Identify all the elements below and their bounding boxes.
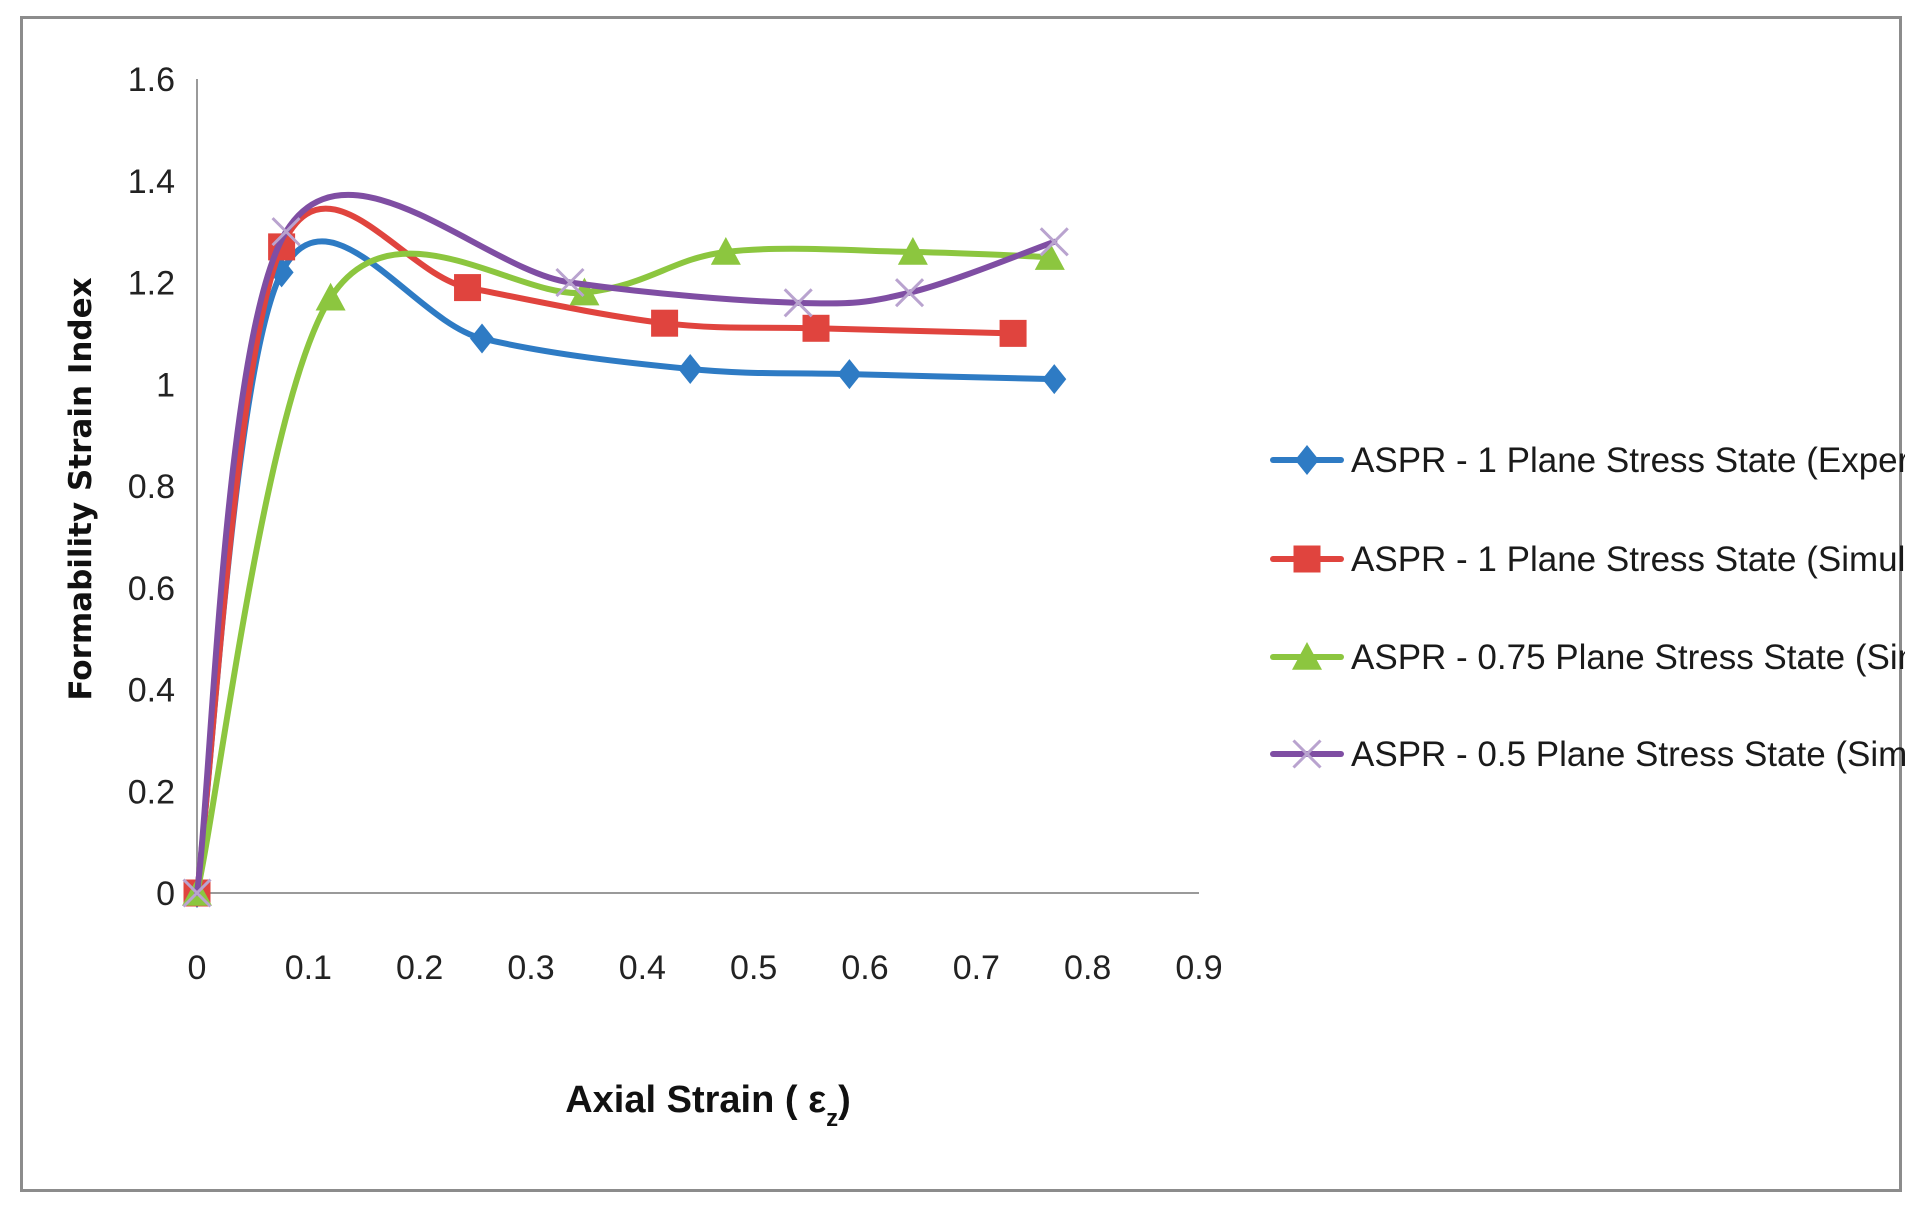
data-point-x — [1039, 227, 1069, 257]
legend-label: ASPR - 1 Plane Stress State (Experimenta… — [1351, 441, 1905, 480]
y-tick-label: 1.6 — [128, 61, 175, 99]
data-point-triangle — [1034, 242, 1065, 270]
data-point-triangle — [897, 236, 928, 265]
data-point-x — [271, 217, 301, 247]
legend-item: ASPR - 0.75 Plane Stress State (Simulati… — [1270, 638, 1905, 677]
data-point-diamond — [837, 359, 862, 390]
x-tick-label: 0.1 — [285, 949, 332, 987]
data-point-square — [999, 319, 1027, 347]
y-tick-label: 0.4 — [128, 672, 175, 710]
series-layer — [182, 192, 1069, 908]
series-line — [194, 245, 1053, 896]
series-4 — [182, 192, 1069, 908]
data-point-x — [894, 278, 925, 308]
legend-item: ASPR - 1 Plane Stress State (Simulation) — [1270, 540, 1905, 579]
legend-label: ASPR - 1 Plane Stress State (Simulation) — [1351, 540, 1905, 579]
legend-marker-diamond — [1295, 445, 1319, 475]
x-axis-label-subscript: z — [826, 1105, 838, 1132]
series-1 — [185, 238, 1067, 908]
data-point-x — [783, 288, 813, 318]
series-2 — [183, 205, 1027, 907]
x-axis-label: Axial Strain ( εz) — [565, 1079, 851, 1132]
x-tick-label: 0.4 — [619, 949, 666, 987]
x-tick-label: 0.3 — [507, 949, 554, 987]
line-chart: 0 0.2 0.4 0.6 0.8 1 1.2 1.4 1.6 0 0.1 0.2 0.3 0.4 0.5 0… — [63, 61, 1905, 1132]
data-point-square — [651, 309, 679, 337]
legend: ASPR - 1 Plane Stress State (Experimenta… — [1270, 441, 1905, 774]
legend-marker-x — [1292, 739, 1322, 769]
axis-labels: Formability Strain Index Axial Strain ( … — [63, 277, 851, 1131]
data-point-x — [182, 878, 212, 908]
y-tick-label: 1.4 — [128, 163, 175, 201]
x-axis-label-main: Axial Strain ( ε — [565, 1079, 826, 1121]
y-tick-label: 0.6 — [128, 570, 175, 608]
x-axis-label-close: ) — [838, 1079, 851, 1121]
y-tick-label: 0 — [156, 875, 175, 913]
data-point-diamond — [678, 353, 703, 384]
series-line — [194, 238, 1058, 896]
legend-item: ASPR - 0.5 Plane Stress State (Simulatio… — [1270, 735, 1905, 774]
legend-marker-triangle — [1292, 642, 1322, 670]
y-tick-label: 0.2 — [128, 773, 175, 811]
y-tick-label: 1.2 — [128, 265, 175, 303]
x-tick-label: 0.5 — [730, 949, 777, 987]
data-point-triangle — [710, 236, 741, 265]
data-point-square — [454, 274, 482, 302]
x-tick-label: 0.9 — [1175, 949, 1222, 987]
data-point-x — [555, 267, 585, 298]
x-tick-label: 0.6 — [841, 949, 888, 987]
x-tick-label: 0.8 — [1064, 949, 1111, 987]
data-point-square — [802, 314, 830, 342]
y-tick-label: 1 — [156, 366, 175, 404]
x-tick-label: 0 — [188, 949, 207, 987]
y-tick-label: 0.8 — [128, 468, 175, 506]
chart-frame: 0 0.2 0.4 0.6 0.8 1 1.2 1.4 1.6 0 0.1 0.2 0.3 0.4 0.5 0… — [20, 16, 1905, 1192]
data-point-triangle — [315, 282, 346, 311]
data-point-diamond — [470, 323, 495, 354]
series-line — [194, 205, 1017, 896]
legend-label: ASPR - 0.75 Plane Stress State (Simulati… — [1351, 638, 1905, 677]
series-3 — [182, 236, 1065, 906]
legend-label: ASPR - 0.5 Plane Stress State (Simulatio… — [1351, 735, 1905, 774]
data-point-triangle — [569, 277, 600, 306]
x-tick-label: 0.2 — [396, 949, 443, 987]
data-point-diamond — [1042, 364, 1067, 395]
x-tick-label: 0.7 — [953, 949, 1000, 987]
series-line — [194, 192, 1058, 896]
axes: 0 0.2 0.4 0.6 0.8 1 1.2 1.4 1.6 0 0.1 0.2 0.3 0.4 0.5 0… — [128, 61, 1223, 987]
legend-marker-square — [1293, 545, 1321, 573]
y-axis-label: Formability Strain Index — [63, 277, 99, 700]
legend-item: ASPR - 1 Plane Stress State (Experimenta… — [1270, 441, 1905, 480]
